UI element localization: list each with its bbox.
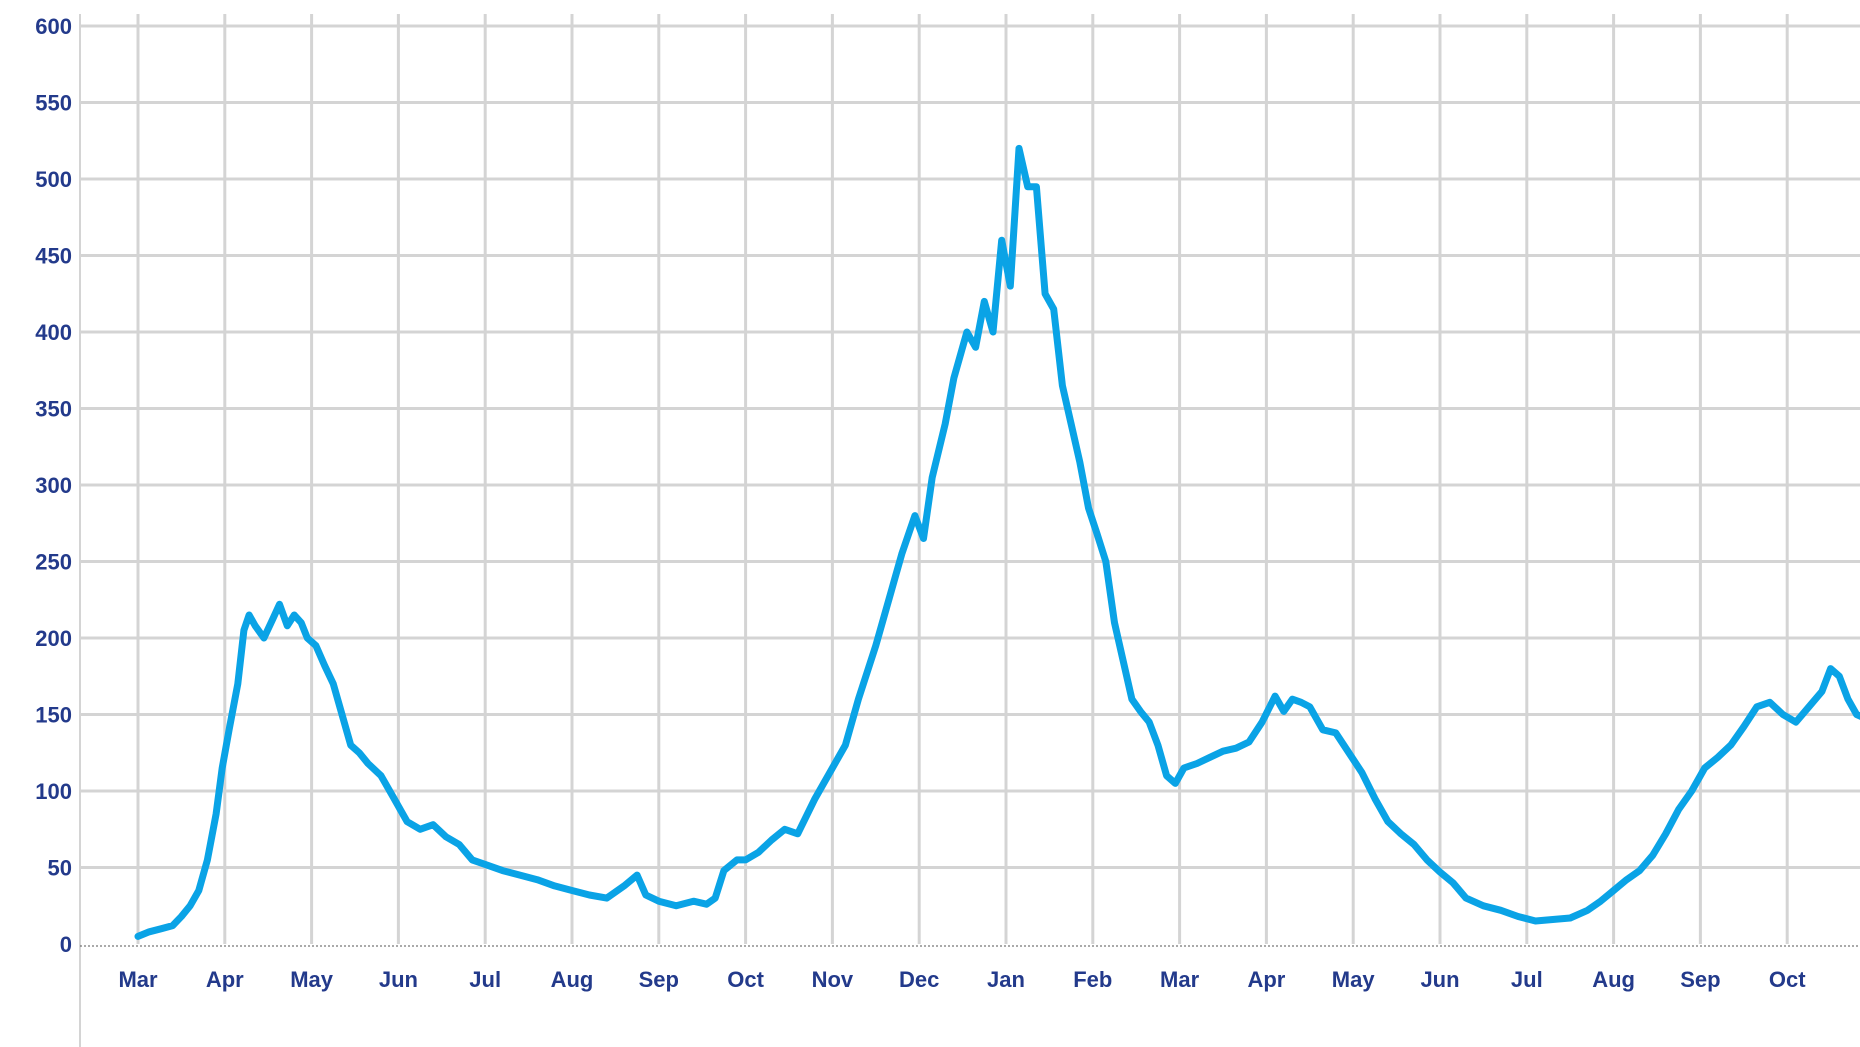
x-tick-label: Jul [469,967,501,992]
y-tick-label: 600 [35,14,72,39]
x-tick-label: Dec [899,967,939,992]
x-tick-label: Aug [1592,967,1635,992]
series-line [134,144,1860,940]
x-tick-label: Jun [1420,967,1459,992]
series-layer [134,144,1860,940]
x-tick-label: Sep [639,967,679,992]
y-tick-label: 100 [35,779,72,804]
x-tick-label: Jan [987,967,1025,992]
x-tick-label: Apr [206,967,244,992]
x-tick-label: Oct [727,967,764,992]
grid [79,14,1860,1047]
y-tick-label: 450 [35,244,72,269]
y-tick-label: 400 [35,320,72,345]
y-axis-tick-labels: 0 50 100 150 200 250 300 350 400 450 500 550 600 [35,14,72,957]
y-tick-label: 300 [35,473,72,498]
y-tick-label: 0 [60,932,72,957]
y-tick-label: 350 [35,397,72,422]
y-tick-label: 200 [35,626,72,651]
y-tick-label: 500 [35,167,72,192]
y-tick-label: 550 [35,91,72,116]
x-axis-tick-labels: Mar Apr May Jun Jul Aug Sep Oct Nov Dec Jan Feb Mar A… [118,967,1806,992]
x-tick-label: May [290,967,334,992]
x-tick-label: May [1332,967,1376,992]
x-tick-label: Aug [551,967,594,992]
x-tick-label: Feb [1073,967,1112,992]
y-tick-label: 150 [35,703,72,728]
x-tick-label: Mar [1160,967,1200,992]
x-tick-label: Nov [812,967,854,992]
x-tick-label: Sep [1680,967,1720,992]
x-tick-label: Jun [379,967,418,992]
x-tick-label: Mar [118,967,158,992]
x-tick-label: Apr [1247,967,1285,992]
y-tick-label: 50 [48,856,72,881]
x-tick-label: Jul [1511,967,1543,992]
x-tick-label: Oct [1769,967,1806,992]
y-tick-label: 250 [35,550,72,575]
